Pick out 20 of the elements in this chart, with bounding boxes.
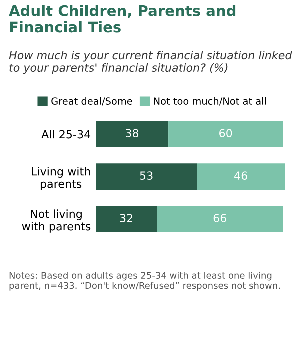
bar	[197, 164, 285, 190]
chart-title: Adult Children, Parents and Financial Ties	[9, 5, 236, 33]
legend-label: Great deal/Some	[52, 97, 132, 106]
bar	[168, 121, 284, 148]
y-tick-label: Not living with parents	[22, 210, 91, 233]
data-label: 66	[214, 214, 226, 222]
bar	[157, 206, 284, 232]
data-label: 60	[220, 129, 232, 138]
bar	[96, 206, 158, 232]
data-label: 32	[120, 214, 132, 222]
chart-subtitle: How much is your current financial situation linked to your parents' financial situation? (%)	[9, 51, 292, 74]
y-tick-label: Living with parents	[32, 167, 90, 190]
legend-label: Not too much/Not at all	[154, 97, 266, 106]
bar	[96, 121, 169, 148]
data-label: 46	[234, 172, 248, 180]
bar	[96, 164, 198, 190]
data-label: 38	[126, 129, 139, 138]
y-tick-label: All 25-34	[42, 130, 91, 139]
data-label: 53	[140, 172, 153, 180]
text: Notes: Based on adults ages 25-34 with at least one living parent, n=433. “Don't know/Refused” responses not shown.	[10, 272, 280, 291]
